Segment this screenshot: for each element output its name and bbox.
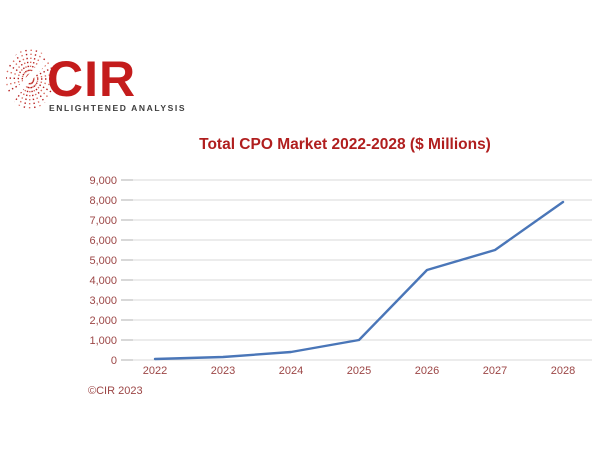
y-axis-tick-label: 3,000 [89, 295, 117, 307]
logo-tagline: ENLIGHTENED ANALYSIS [49, 103, 187, 113]
logo-wordmark: CIR [47, 51, 137, 107]
x-axis-tick-label: 2025 [347, 365, 371, 377]
dotted-globe-icon [5, 49, 54, 110]
cir-logo: CIR ENLIGHTENED ANALYSIS [5, 46, 185, 116]
y-axis-tick-label: 0 [111, 355, 117, 367]
y-axis-tick-label: 5,000 [89, 255, 117, 267]
y-axis-tick-label: 6,000 [89, 235, 117, 247]
globe-slash [5, 60, 46, 110]
chart-title: Total CPO Market 2022-2028 ($ Millions) [199, 136, 491, 153]
x-axis-tick-label: 2026 [415, 365, 439, 377]
y-axis-tick-label: 7,000 [89, 215, 117, 227]
x-axis-tick-label: 2028 [551, 365, 575, 377]
y-axis-tick-label: 2,000 [89, 315, 117, 327]
copyright-text: ©CIR 2023 [88, 385, 143, 397]
x-axis-tick-label: 2023 [211, 365, 235, 377]
x-axis-tick-label: 2022 [143, 365, 167, 377]
x-axis-tick-label: 2027 [483, 365, 507, 377]
x-axis-tick-label: 2024 [279, 365, 303, 377]
y-axis-tick-label: 9,000 [89, 175, 117, 187]
y-axis-tick-label: 4,000 [89, 275, 117, 287]
y-axis-tick-label: 1,000 [89, 335, 117, 347]
y-axis-tick-label: 8,000 [89, 195, 117, 207]
market-trend-line [153, 200, 565, 361]
